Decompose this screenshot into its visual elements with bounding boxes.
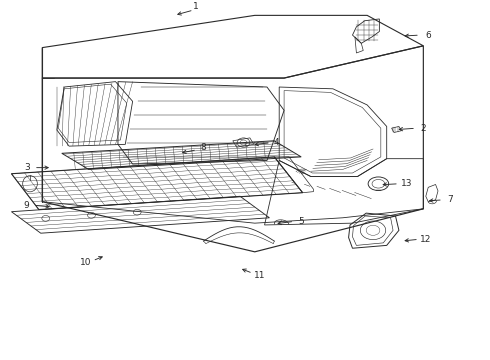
Text: 5: 5: [298, 217, 304, 226]
Text: 9: 9: [24, 201, 29, 210]
Text: 8: 8: [200, 143, 206, 152]
Text: 6: 6: [425, 31, 431, 40]
Text: 1: 1: [193, 2, 199, 11]
Text: 13: 13: [400, 179, 412, 188]
Text: 7: 7: [447, 195, 453, 204]
Text: 4: 4: [274, 138, 280, 147]
Text: 2: 2: [420, 124, 426, 133]
Text: 12: 12: [420, 235, 432, 244]
Text: 10: 10: [80, 258, 92, 267]
Text: 3: 3: [24, 163, 30, 172]
Text: 11: 11: [254, 271, 266, 280]
